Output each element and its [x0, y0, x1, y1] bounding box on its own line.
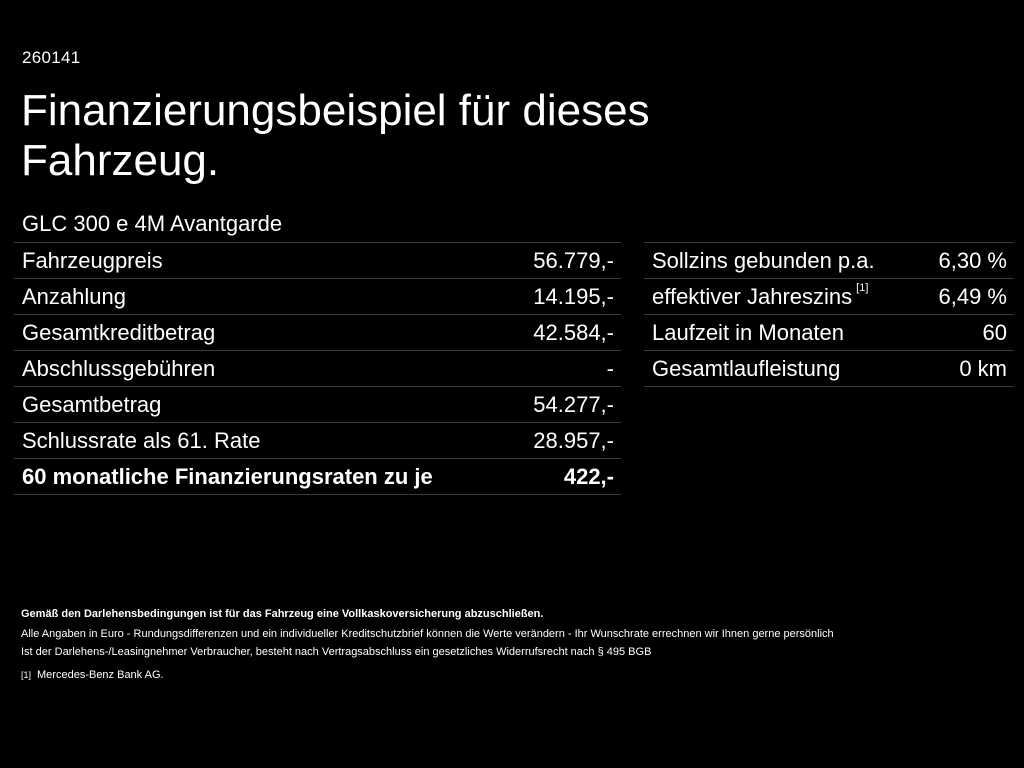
row-label: Schlussrate als 61. Rate [22, 427, 261, 453]
financing-table: Fahrzeugpreis 56.779,- Anzahlung 14.195,… [14, 242, 621, 495]
row-value: - [606, 355, 614, 381]
row-label: Sollzins gebunden p.a. [652, 247, 875, 273]
row-label: Abschlussgebühren [22, 355, 216, 381]
footnote: [1] Mercedes-Benz Bank AG. [21, 666, 1011, 684]
row-label: effektiver Jahreszins [652, 283, 853, 309]
row-value: 6,49 % [938, 283, 1008, 309]
table-row: Gesamtkreditbetrag 42.584,- [14, 315, 621, 351]
row-value: 14.195,- [533, 283, 614, 309]
footnote-mark: [1] [21, 670, 32, 680]
row-label: Laufzeit in Monaten [652, 319, 845, 345]
row-label: 60 monatliche Finanzierungsraten zu je [22, 463, 433, 489]
reference-number: 260141 [22, 48, 81, 67]
table-row: Gesamtlaufleistung 0 km [644, 351, 1014, 387]
disclaimer-line: Ist der Darlehens-/Leasingnehmer Verbrau… [21, 646, 652, 658]
footnote-text: Mercedes-Benz Bank AG. [37, 669, 164, 681]
insurance-notice: Gemäß den Darlehensbedingungen ist für d… [21, 608, 544, 620]
row-value: 56.779,- [533, 247, 614, 273]
row-value: 422,- [563, 463, 614, 489]
row-value: 6,30 % [938, 247, 1008, 273]
row-label: Gesamtkreditbetrag [22, 319, 216, 345]
table-row: effektiver Jahreszins [1] 6,49 % [644, 279, 1014, 315]
table-row: Sollzins gebunden p.a. 6,30 % [644, 243, 1014, 279]
table-row: Schlussrate als 61. Rate 28.957,- [14, 423, 621, 459]
row-value: 42.584,- [533, 319, 614, 345]
legal-notes: Gemäß den Darlehensbedingungen ist für d… [21, 605, 1011, 684]
table-row: Anzahlung 14.195,- [14, 279, 621, 315]
model-name: GLC 300 e 4M Avantgarde [22, 211, 283, 236]
row-value: 60 [982, 319, 1007, 345]
row-label: Fahrzeugpreis [22, 247, 163, 273]
row-label: Gesamtbetrag [22, 391, 162, 417]
table-row: Abschlussgebühren - [14, 351, 621, 387]
monthly-rate-row: 60 monatliche Finanzierungsraten zu je 4… [14, 459, 621, 495]
table-row: Gesamtbetrag 54.277,- [14, 387, 621, 423]
row-value: 28.957,- [533, 427, 614, 453]
row-value: 0 km [959, 355, 1007, 381]
row-value: 54.277,- [533, 391, 614, 417]
page-title: Finanzierungsbeispiel für dieses Fahrzeu… [21, 86, 650, 185]
row-label: Gesamtlaufleistung [652, 355, 841, 381]
table-row: Laufzeit in Monaten 60 [644, 315, 1014, 351]
footnote-marker: [1] [856, 281, 869, 294]
row-label: Anzahlung [22, 283, 126, 309]
row-label-group: effektiver Jahreszins [1] [652, 281, 869, 310]
interest-table: Sollzins gebunden p.a. 6,30 % effektiver… [644, 242, 1014, 387]
disclaimer-line: Alle Angaben in Euro - Rundungsdifferenz… [21, 628, 834, 640]
table-row: Fahrzeugpreis 56.779,- [14, 243, 621, 279]
